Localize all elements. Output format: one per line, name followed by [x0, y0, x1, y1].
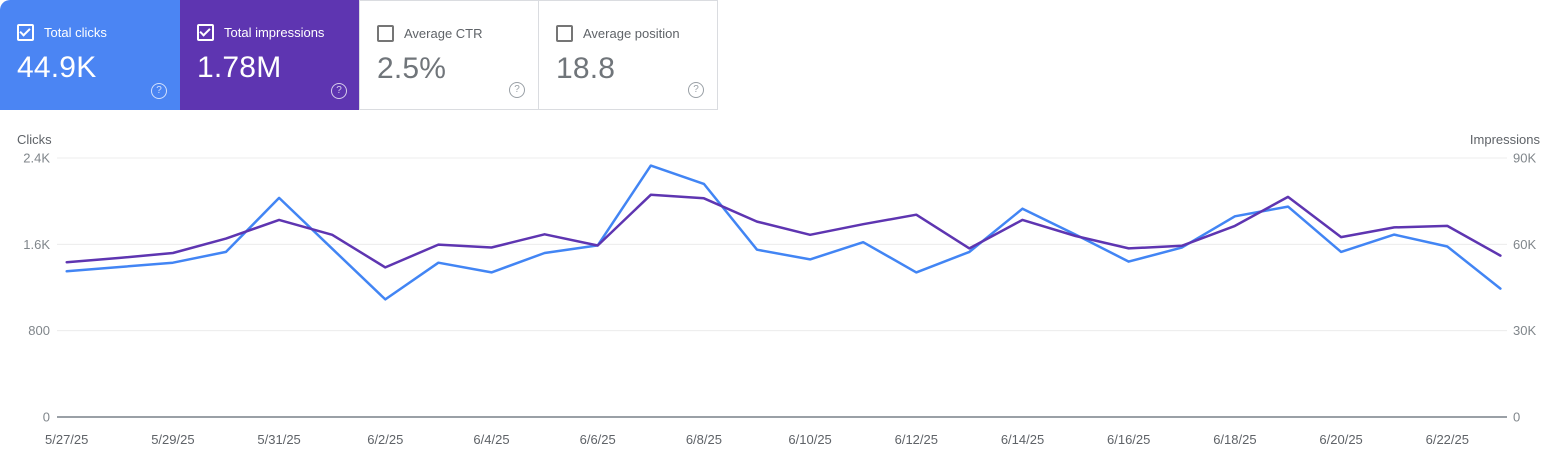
help-icon[interactable]: ?	[331, 83, 347, 99]
card-total-impressions[interactable]: Total impressions 1.78M ?	[180, 0, 360, 110]
x-axis-label: 6/4/25	[473, 432, 509, 447]
card-average-position[interactable]: Average position 18.8 ?	[538, 0, 718, 110]
left-axis-tick: 800	[28, 323, 50, 338]
average-ctr-label: Average CTR	[404, 26, 483, 41]
average-position-checkbox[interactable]	[556, 25, 573, 42]
x-axis-label: 6/14/25	[1001, 432, 1044, 447]
right-axis-tick: 60K	[1513, 237, 1536, 252]
card-average-ctr-header: Average CTR	[360, 1, 538, 42]
card-average-position-header: Average position	[539, 1, 717, 42]
left-axis-title: Clicks	[17, 132, 52, 147]
x-axis-label: 6/20/25	[1319, 432, 1362, 447]
average-ctr-value: 2.5%	[377, 52, 447, 85]
help-icon[interactable]: ?	[151, 83, 167, 99]
right-axis-tick: 30K	[1513, 323, 1536, 338]
x-axis-label: 5/31/25	[257, 432, 300, 447]
x-axis-label: 5/27/25	[45, 432, 88, 447]
help-icon[interactable]: ?	[688, 82, 704, 98]
total-impressions-label: Total impressions	[224, 25, 325, 40]
x-axis-label: 6/22/25	[1426, 432, 1469, 447]
total-clicks-label: Total clicks	[44, 25, 107, 40]
total-clicks-checkbox[interactable]	[17, 24, 34, 41]
right-axis-tick: 0	[1513, 410, 1520, 425]
total-impressions-value: 1.78M	[197, 51, 282, 84]
average-position-label: Average position	[583, 26, 680, 41]
metric-cards: Total clicks 44.9K ? Total impressions 1…	[0, 0, 1557, 110]
card-average-ctr[interactable]: Average CTR 2.5% ?	[359, 0, 539, 110]
total-impressions-checkbox[interactable]	[197, 24, 214, 41]
x-axis-label: 6/16/25	[1107, 432, 1150, 447]
x-axis-label: 6/6/25	[580, 432, 616, 447]
card-total-impressions-header: Total impressions	[180, 0, 360, 41]
x-axis-label: 5/29/25	[151, 432, 194, 447]
x-axis-label: 6/2/25	[367, 432, 403, 447]
card-total-clicks[interactable]: Total clicks 44.9K ?	[0, 0, 180, 110]
left-axis-tick: 1.6K	[23, 237, 50, 252]
left-axis-tick: 0	[43, 410, 50, 425]
right-axis-tick: 90K	[1513, 151, 1536, 166]
x-axis-label: 6/18/25	[1213, 432, 1256, 447]
card-total-clicks-header: Total clicks	[0, 0, 180, 41]
average-ctr-checkbox[interactable]	[377, 25, 394, 42]
x-axis-label: 6/8/25	[686, 432, 722, 447]
x-axis-label: 6/12/25	[895, 432, 938, 447]
impressions-line	[65, 193, 1502, 269]
help-icon[interactable]: ?	[509, 82, 525, 98]
left-axis-tick: 2.4K	[23, 151, 50, 166]
total-clicks-value: 44.9K	[17, 51, 97, 84]
average-position-value: 18.8	[556, 52, 616, 85]
right-axis-title: Impressions	[1470, 132, 1541, 147]
clicks-line	[65, 164, 1502, 301]
x-axis-label: 6/10/25	[788, 432, 831, 447]
